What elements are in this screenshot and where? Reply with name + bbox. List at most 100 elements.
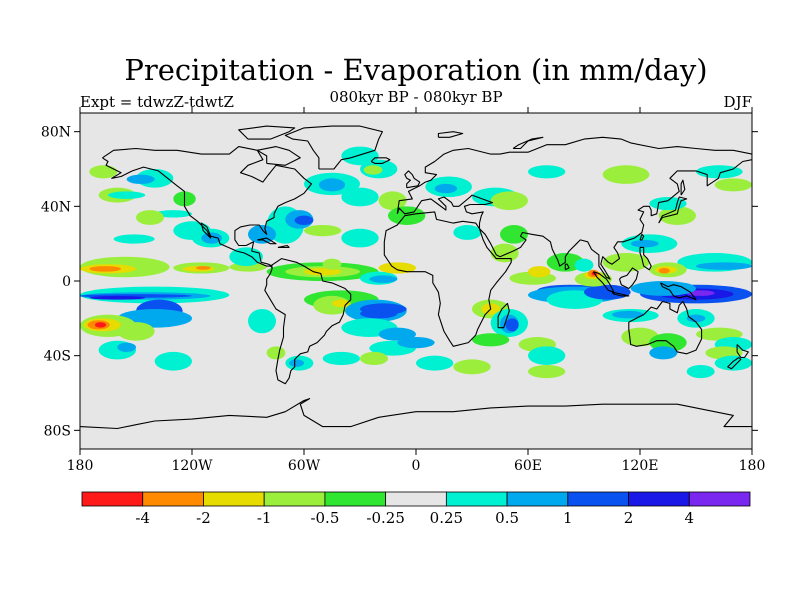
pme-contour-area	[94, 322, 107, 328]
pme-contour-area	[89, 295, 146, 300]
coastline-new-guinea	[660, 282, 697, 301]
pme-contour-area	[649, 346, 678, 360]
pme-contour-area	[89, 165, 118, 179]
colorbar-swatch	[628, 491, 690, 507]
pme-contour-area	[294, 215, 314, 225]
pme-contour-area	[248, 309, 276, 334]
pme-contour-area	[322, 258, 342, 270]
colorbar-swatch	[385, 491, 447, 507]
pme-contour-area	[360, 351, 388, 366]
y-tick-label: 0	[62, 274, 71, 290]
coastline-sri-lanka	[564, 263, 570, 271]
pme-contour-area	[416, 355, 454, 371]
coastline-svalbard	[437, 131, 464, 138]
pme-contour-area	[658, 206, 696, 226]
plot-title: Precipitation - Evaporation (in mm/day)	[124, 53, 707, 87]
pme-contour-area	[201, 232, 222, 244]
colorbar-label: -0.25	[366, 509, 404, 527]
pme-contour-area	[528, 346, 566, 365]
pme-contour-area	[378, 262, 417, 274]
pme-contour-area	[136, 210, 164, 226]
pme-contour-area	[154, 210, 192, 218]
pme-contour-area	[686, 290, 715, 296]
pme-contour-area	[602, 165, 650, 184]
y-tick-label: 40N	[41, 199, 71, 215]
pme-contour-area	[649, 197, 687, 211]
pme-contour-area	[126, 174, 155, 184]
colorbar-swatch	[203, 491, 265, 507]
coastline-ellesmere	[238, 125, 296, 140]
pme-contour-area	[363, 165, 383, 175]
pme-contour-area	[453, 225, 482, 240]
coastline-madagascar	[497, 302, 510, 329]
x-tick-label: 120E	[622, 458, 659, 474]
pme-contour-area	[195, 266, 211, 270]
season-label: DJF	[724, 93, 752, 111]
pme-contour-area	[434, 183, 458, 194]
pme-contour-area	[89, 266, 122, 272]
pme-contour-area	[696, 262, 752, 270]
pme-contour-area	[453, 359, 491, 375]
coastline-antarctica	[80, 398, 752, 430]
colorbar: -4 -2 -1 -0.5 -0.25 0.25 0.5 1 2 4	[81, 491, 751, 527]
colorbar-swatch	[688, 491, 751, 507]
coastline-java	[611, 291, 630, 297]
pme-contour-area	[322, 351, 361, 366]
x-tick-label: 60W	[288, 458, 321, 474]
y-axis: 80N 40N 0 40S 80S	[41, 125, 758, 439]
pme-contour-area	[378, 327, 417, 341]
pme-contour-area	[360, 309, 398, 319]
coastline-south-america	[264, 258, 352, 385]
colorbar-label: 1	[563, 509, 573, 527]
pme-contour-area	[528, 365, 566, 379]
pme-contour-area	[686, 365, 715, 379]
colorbar-swatch	[81, 491, 144, 507]
colorbar-label: -4	[135, 509, 150, 527]
pme-contour-area	[528, 165, 566, 179]
pme-contour-area	[584, 284, 631, 300]
pme-contour-area	[289, 359, 304, 367]
pme-contour-area	[341, 228, 379, 248]
pme-contour-area	[154, 351, 192, 371]
pme-contour-area	[490, 191, 528, 211]
pme-contour-area	[397, 337, 435, 349]
coastline-japan	[658, 196, 688, 224]
y-tick-label: 40S	[44, 349, 71, 365]
colorbar-swatch	[263, 491, 326, 507]
pme-contour-area	[369, 275, 398, 283]
pme-contour-area	[378, 191, 407, 211]
y-tick-label: 80N	[41, 125, 71, 141]
pme-contour-area	[574, 258, 594, 272]
pme-contour-area	[113, 234, 155, 244]
pme-contour-area	[341, 187, 379, 207]
x-axis: 180 120W 60W 0 60E 120E 180	[67, 107, 766, 474]
coastline-africa	[383, 211, 512, 347]
pme-contour-area	[612, 310, 644, 319]
pme-contour-area	[500, 225, 528, 244]
x-tick-label: 180	[739, 458, 766, 474]
map-panel	[79, 112, 753, 450]
coastline-hispaniola	[277, 244, 290, 248]
coastline-taiwan	[639, 233, 645, 241]
colorbar-label: -1	[257, 509, 272, 527]
colorbar-swatch	[506, 491, 569, 507]
x-tick-label: 0	[412, 458, 421, 474]
coastline-borneo	[618, 267, 639, 290]
coastline-new-zealand-south	[727, 357, 742, 370]
pme-contour-area	[266, 346, 286, 360]
colorbar-label: -0.5	[310, 509, 339, 527]
colorbar-label: 4	[684, 509, 694, 527]
colorbar-swatch	[567, 491, 629, 507]
pme-contour-area	[686, 314, 706, 323]
colorbar-label: -2	[196, 509, 211, 527]
pme-contour-area	[304, 225, 342, 237]
y-tick-label: 80S	[44, 423, 71, 439]
coastline-philippines	[639, 246, 652, 271]
coastline-new-zealand	[736, 344, 749, 359]
colorbar-swatch	[324, 491, 387, 507]
pme-contour-area	[630, 239, 659, 248]
pme-contour-area	[658, 267, 670, 274]
pme-contour-area	[117, 322, 155, 341]
coastline-britain	[404, 170, 421, 189]
